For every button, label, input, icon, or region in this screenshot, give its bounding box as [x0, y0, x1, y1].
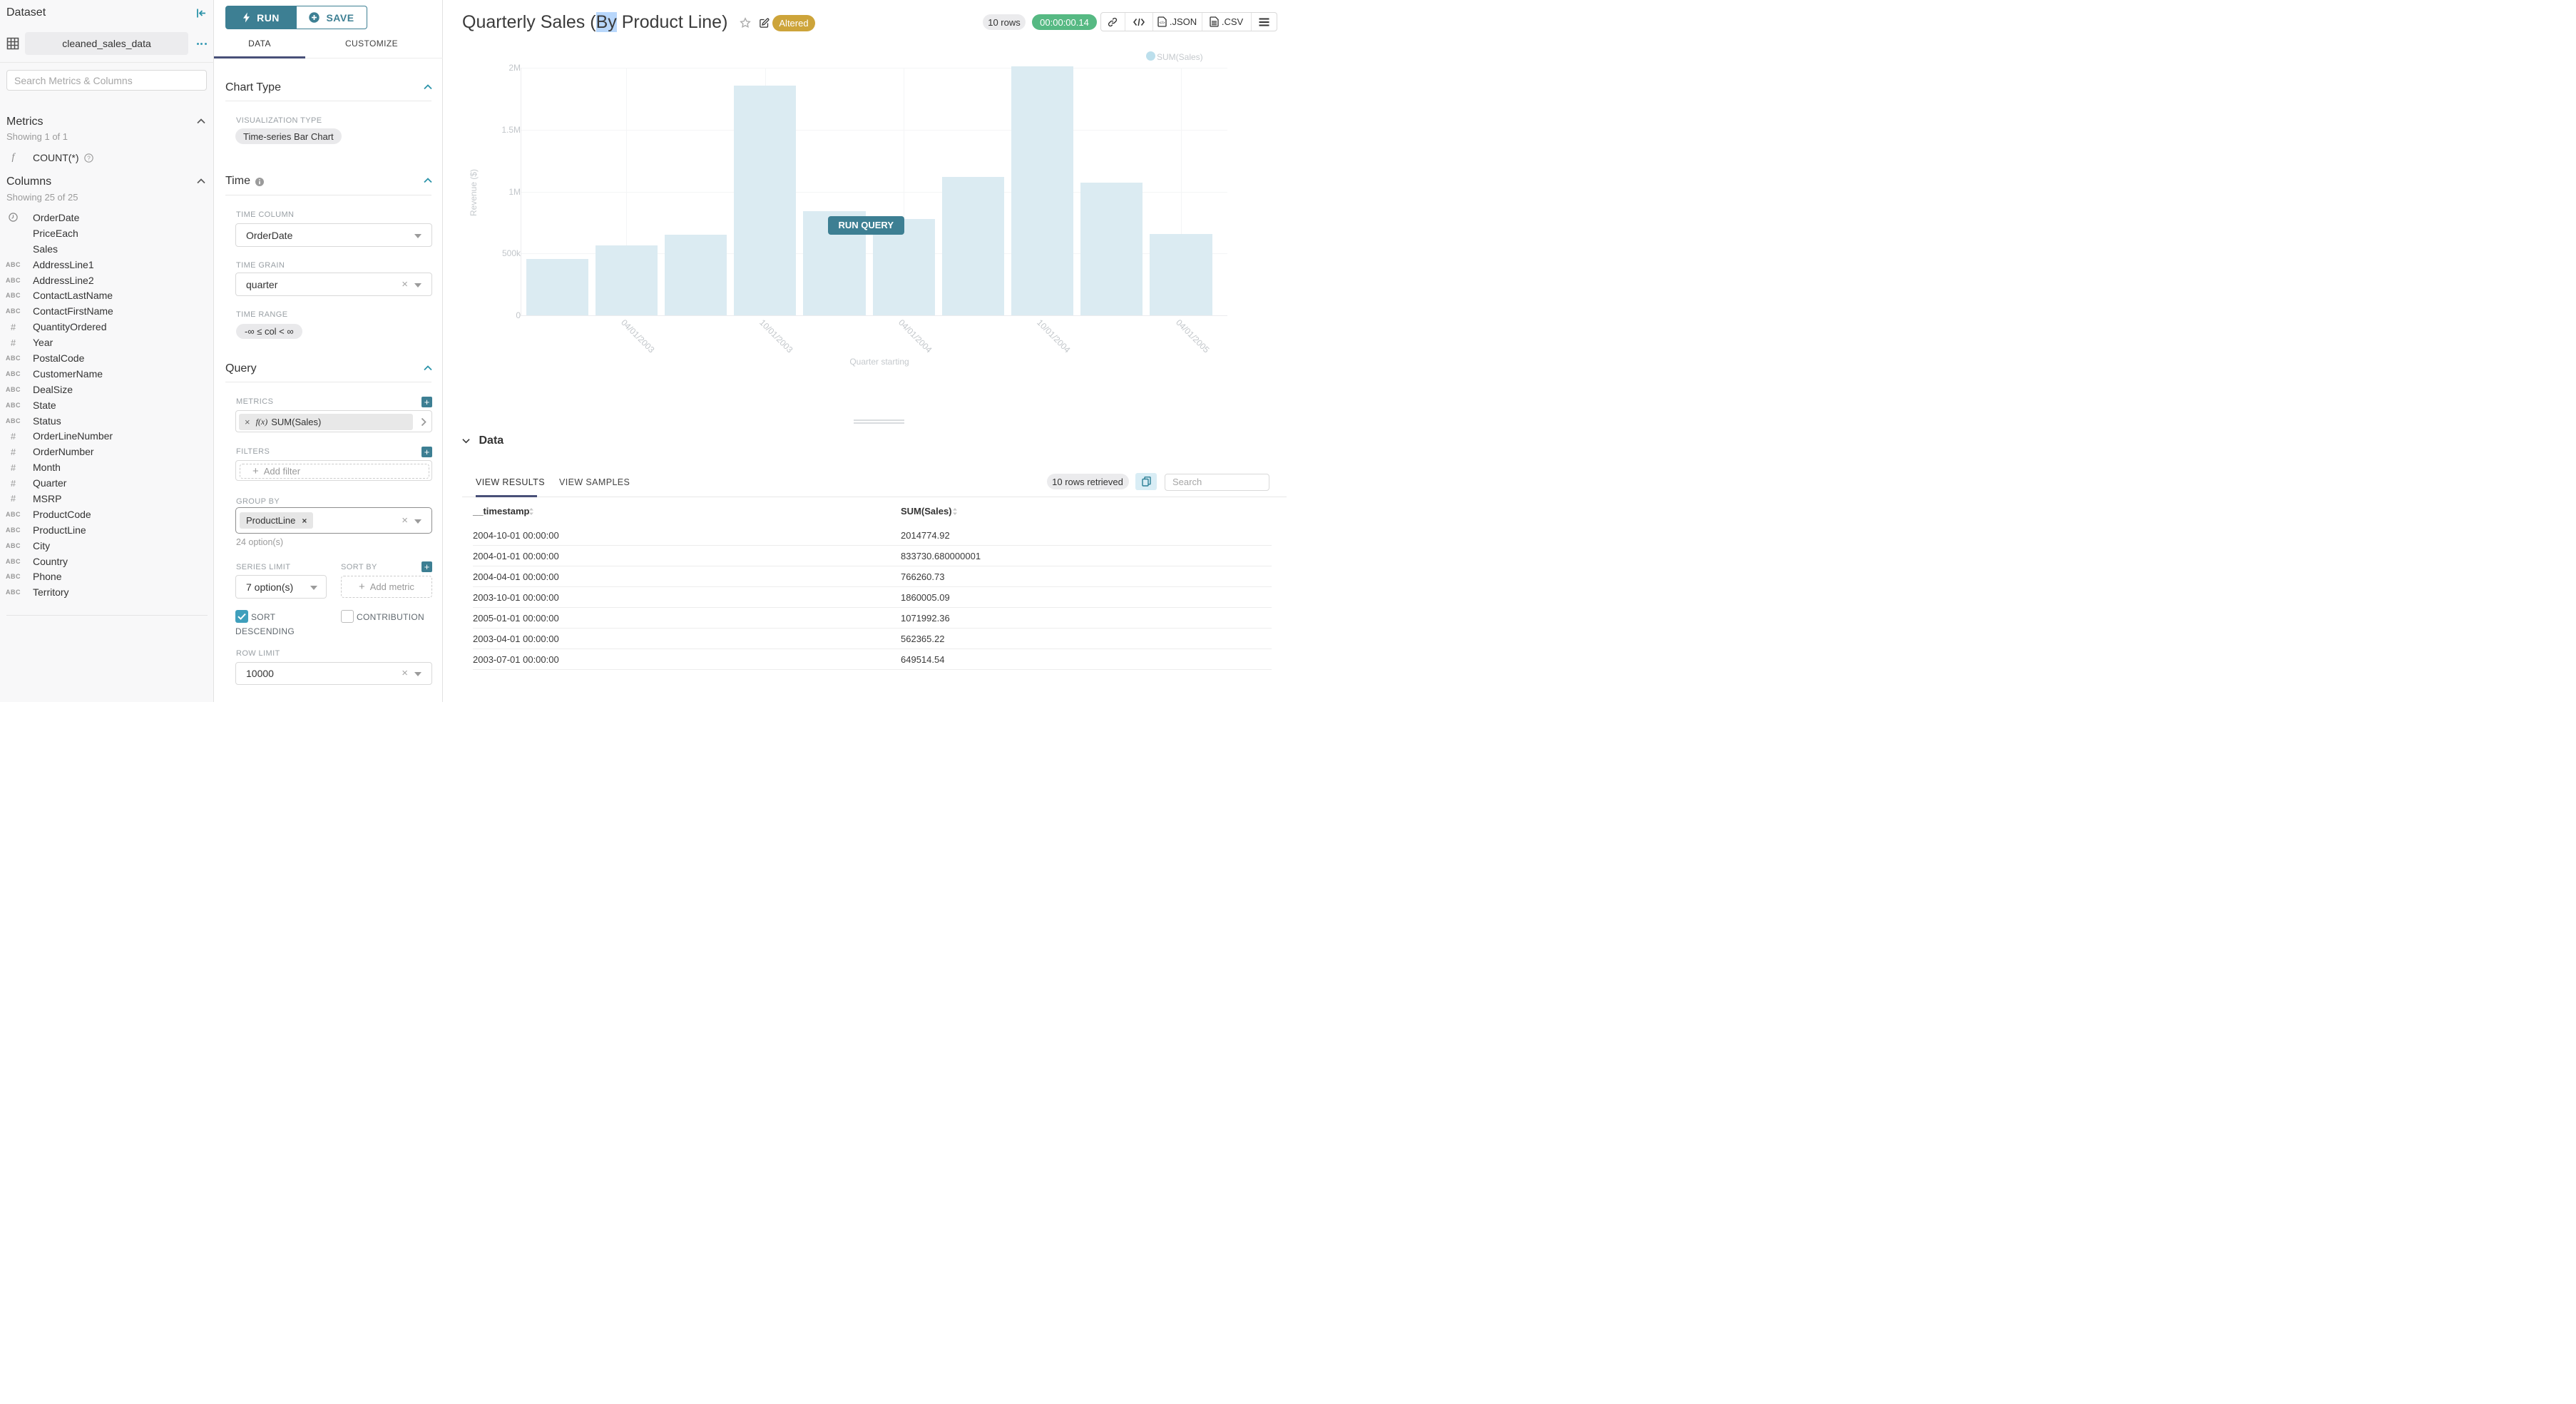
svg-text:</>: </>: [1159, 21, 1165, 26]
svg-text:?: ?: [87, 154, 91, 161]
